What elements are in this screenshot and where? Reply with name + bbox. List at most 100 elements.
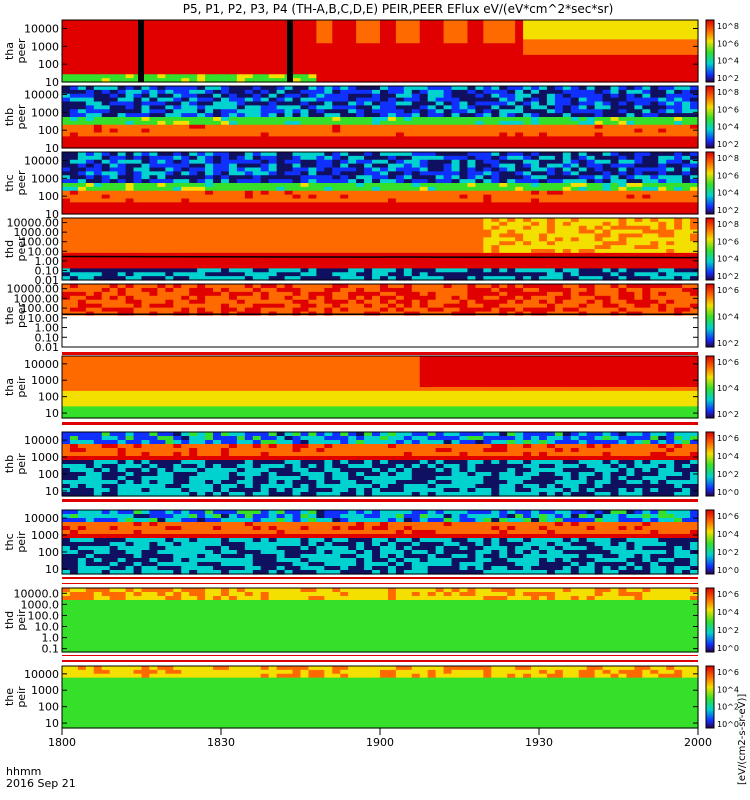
heat-cell [117,276,127,281]
heat-cell [205,155,214,161]
heat-cell [634,109,643,114]
heat-cell [189,124,198,130]
heat-cell [268,47,278,52]
heat-cell [372,194,381,200]
heat-cell [380,206,389,211]
heat-cell [610,186,620,192]
heat-cell [356,252,365,258]
heat-cell [292,190,302,196]
heat-cell [515,35,524,40]
heat-cell [340,268,349,273]
heat-cell [348,256,357,262]
heat-cell [244,51,254,56]
heat-cell [149,101,158,106]
heat-cell [332,54,341,60]
heat-cell [578,183,588,188]
heat-cell [491,62,500,68]
heat-cell [372,249,381,254]
heat-cell [403,241,413,246]
heat-cell [459,86,469,91]
heat-cell [300,93,310,99]
heat-cell [77,39,87,44]
heat-cell [411,31,421,37]
heat-cell [205,159,214,165]
heat-cell [626,109,635,114]
heat-cell [690,163,699,169]
heat-cell [586,198,596,203]
heat-cell [491,202,500,207]
heat-cell [395,241,405,246]
heat-cell [475,152,484,157]
heat-cell [531,171,540,176]
heat-cell [682,54,691,60]
heat-cell [308,128,317,134]
heat-cell [221,190,230,196]
heat-cell [403,101,413,106]
heat-cell [610,70,620,75]
heat-cell [642,117,651,122]
heat-cell [419,136,429,141]
heat-cell [316,202,325,207]
heat-cell [562,66,572,71]
heat-cell [666,183,675,188]
heat-cell [586,260,596,266]
heat-cell [308,190,317,196]
heat-cell [602,97,612,103]
heat-cell [451,23,461,29]
heat-cell [189,27,198,33]
heat-cell [77,245,87,250]
heat-cell [125,140,135,145]
heat-cell [380,256,389,262]
heat-cell [427,109,437,114]
heat-cell [427,272,437,277]
heat-cell [260,136,270,141]
heat-cell [380,179,389,184]
heat-cell [62,245,71,250]
heat-cell [562,256,572,262]
heat-cell [69,245,79,250]
heat-cell [411,252,421,258]
heat-cell [109,35,119,40]
heat-cell [300,97,310,103]
heat-cell [173,175,182,180]
heat-cell [316,233,325,238]
heat-cell [618,78,628,83]
y-tick-label: 1000 [31,172,59,185]
heat-cell [475,128,484,134]
heat-cell [125,186,135,192]
heat-cell [276,241,286,246]
heat-cell [117,89,127,95]
heat-cell [387,167,397,172]
heat-cell [459,152,469,157]
heat-cell [539,194,548,200]
heat-cell [658,74,667,79]
heat-cell [507,218,516,223]
heat-cell [308,144,317,149]
heat-cell [149,132,158,137]
heat-cell [173,198,182,203]
heat-cell [165,20,174,25]
heat-cell [411,260,421,266]
heat-cell [387,128,397,134]
panel-label-product: peer [15,104,28,130]
heat-cell [372,58,381,64]
heat-cell [562,229,572,235]
heat-cell [380,70,389,75]
heat-cell [316,221,325,227]
heat-cell [380,163,389,169]
heat-cell [69,101,79,106]
heat-cell [141,105,151,110]
heat-cell [133,101,143,106]
heat-cell [523,202,532,207]
heat-cell [165,89,174,95]
heat-cell [228,39,238,44]
heat-cell [236,140,246,145]
heat-cell [586,175,596,180]
heat-cell [562,113,572,118]
heat-cell [316,260,325,266]
heat-cell [570,128,580,134]
heat-cell [340,74,349,79]
heat-cell [395,39,405,44]
heat-cell [475,35,484,40]
